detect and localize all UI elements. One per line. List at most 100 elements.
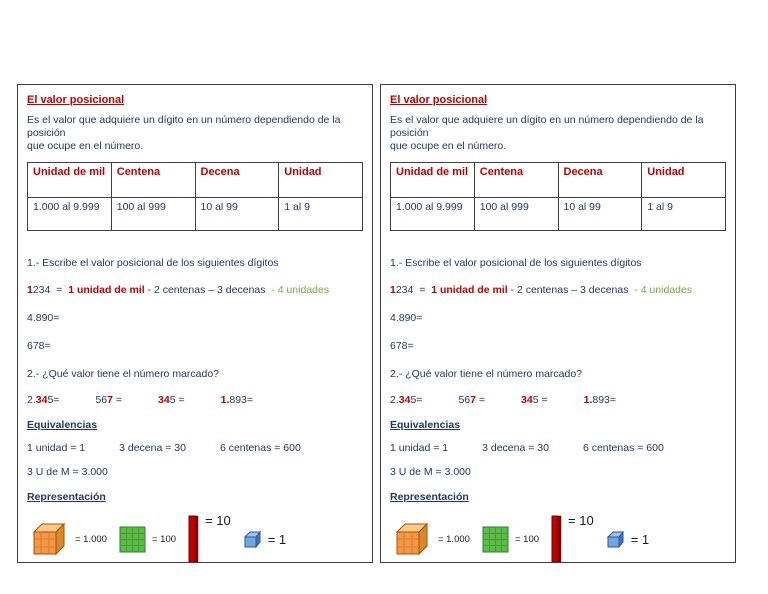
equivalencias-line: 1 unidad = 1 3 decena = 30 6 centenas = … (27, 442, 363, 455)
equivalencias-title: Equivalencias (390, 419, 461, 432)
equiv-decena: 3 decena = 30 (482, 442, 549, 455)
exercise1-prompt: 1.- Escribe el valor posicional de los s… (390, 257, 642, 270)
exercise1-item-1: 4.890= (390, 311, 423, 324)
hundred-label: = 100 (514, 533, 540, 545)
intro-text: Es el valor que adquiere un dígito en un… (27, 114, 341, 153)
equiv-unidad: 1 unidad = 1 (27, 442, 86, 455)
equiv-centenas: 6 centenas = 600 (219, 442, 301, 455)
panel-title: El valor posicional (27, 94, 125, 106)
representacion-title: Representación (27, 491, 106, 504)
marked-number-3: 345 = (158, 394, 185, 406)
table-header-row: Unidad de mil Centena Decena Unidad (27, 162, 363, 199)
example-mid-label: - 2 centenas – 3 decenas (507, 283, 635, 296)
ten-rod-icon (188, 515, 199, 562)
exercise1-example: 1234 = 1 unidad de mil - 2 centenas – 3 … (390, 284, 726, 297)
ten-label: = 10 (205, 513, 231, 529)
example-digits-rest: 234 (32, 283, 51, 296)
header-centena: Centena (110, 162, 196, 199)
range-centena: 100 al 999 (110, 197, 196, 232)
representation-one: = 1 (606, 530, 649, 549)
range-unidad-de-mil: 1.000 al 9.999 (27, 197, 112, 232)
marked-number-1: 2.345= (390, 394, 423, 406)
range-decena: 10 al 99 (557, 197, 643, 232)
exercise2-prompt: 2.- ¿Qué valor tiene el número marcado? (390, 367, 583, 380)
representation-one: = 1 (243, 530, 286, 549)
one-label: = 1 (630, 531, 650, 547)
example-units-label: - 4 unidades (271, 283, 330, 296)
range-unidad-de-mil: 1.000 al 9.999 (390, 197, 475, 232)
range-centena: 100 al 999 (473, 197, 559, 232)
header-unidad-de-mil: Unidad de mil (27, 162, 112, 199)
range-unidad: 1 al 9 (641, 197, 726, 232)
representacion-title: Representación (390, 491, 469, 504)
marked-number-2: 567 = (95, 394, 123, 406)
example-digit-marked: 1 (27, 283, 33, 296)
marked-number-2: 567 = (458, 394, 486, 406)
representation-thousand: = 1.000 (31, 521, 107, 557)
table-value-row: 1.000 al 9.999 100 al 999 10 al 99 1 al … (390, 197, 726, 232)
one-cube-icon (606, 530, 624, 549)
header-decena: Decena (557, 162, 643, 199)
one-cube-icon (243, 530, 261, 549)
thousand-label: = 1.000 (438, 533, 470, 545)
equivalencias-line: 1 unidad = 1 3 decena = 30 6 centenas = … (390, 442, 726, 455)
header-unidad: Unidad (641, 162, 726, 199)
representation-hundred: = 100 (119, 526, 176, 553)
exercise2-numbers: 2.345= 567 = 345 = 1.893= (27, 394, 363, 407)
exercise1-item-2: 678= (27, 339, 51, 352)
intro-text: Es el valor que adquiere un dígito en un… (390, 114, 704, 153)
header-unidad-de-mil: Unidad de mil (390, 162, 475, 199)
exercise2-numbers: 2.345= 567 = 345 = 1.893= (390, 394, 726, 407)
one-label: = 1 (267, 531, 287, 547)
hundred-label: = 100 (151, 533, 177, 545)
table-value-row: 1.000 al 9.999 100 al 999 10 al 99 1 al … (27, 197, 363, 232)
exercise1-prompt: 1.- Escribe el valor posicional de los s… (27, 257, 279, 270)
exercise2-prompt: 2.- ¿Qué valor tiene el número marcado? (27, 367, 220, 380)
range-decena: 10 al 99 (194, 197, 280, 232)
example-digit-marked: 1 (390, 283, 396, 296)
header-unidad: Unidad (278, 162, 363, 199)
thousand-label: = 1.000 (75, 533, 107, 545)
hundred-flat-icon (482, 526, 509, 553)
thousand-cube-icon (32, 523, 66, 556)
panel-title: El valor posicional (390, 94, 488, 106)
marked-number-1: 2.345= (27, 394, 60, 406)
representation-row: = 1.000 = 100 = 10 = 1 (390, 511, 726, 562)
equivalencias-line-2: 3 U de M = 3.000 (27, 466, 108, 479)
representation-hundred: = 100 (482, 526, 539, 553)
marked-number-4: 1.893= (583, 394, 617, 406)
representation-ten: = 10 (188, 513, 231, 562)
exercise1-example: 1234 = 1 unidad de mil - 2 centenas – 3 … (27, 284, 363, 297)
representation-thousand: = 1.000 (394, 521, 470, 557)
header-decena: Decena (194, 162, 280, 199)
example-digits-rest: 234 (395, 283, 414, 296)
worksheet-panel-right: El valor posicional Es el valor que adqu… (380, 84, 736, 563)
worksheet-panel-left: El valor posicional Es el valor que adqu… (17, 84, 373, 563)
equiv-centenas: 6 centenas = 600 (582, 442, 664, 455)
marked-number-4: 1.893= (220, 394, 254, 406)
ten-rod-icon (551, 515, 562, 562)
marked-number-3: 345 = (521, 394, 548, 406)
representation-ten: = 10 (551, 513, 594, 562)
thousand-cube-icon (395, 523, 429, 556)
example-units-label: - 4 unidades (634, 283, 693, 296)
equiv-decena: 3 decena = 30 (119, 442, 186, 455)
equivalencias-line-2: 3 U de M = 3.000 (390, 466, 471, 479)
example-thousands-label: 1 unidad de mil (431, 283, 508, 296)
equiv-unidad: 1 unidad = 1 (390, 442, 449, 455)
example-equals: = (50, 283, 69, 296)
range-unidad: 1 al 9 (278, 197, 363, 232)
example-equals: = (413, 283, 432, 296)
hundred-flat-icon (119, 526, 146, 553)
place-value-table: Unidad de mil Centena Decena Unidad 1.00… (390, 162, 726, 232)
example-thousands-label: 1 unidad de mil (68, 283, 145, 296)
table-header-row: Unidad de mil Centena Decena Unidad (390, 162, 726, 199)
example-mid-label: - 2 centenas – 3 decenas (144, 283, 272, 296)
exercise1-item-2: 678= (390, 339, 414, 352)
ten-label: = 10 (568, 513, 594, 529)
exercise1-item-1: 4.890= (27, 311, 60, 324)
place-value-table: Unidad de mil Centena Decena Unidad 1.00… (27, 162, 363, 232)
equivalencias-title: Equivalencias (27, 419, 98, 432)
header-centena: Centena (473, 162, 559, 199)
